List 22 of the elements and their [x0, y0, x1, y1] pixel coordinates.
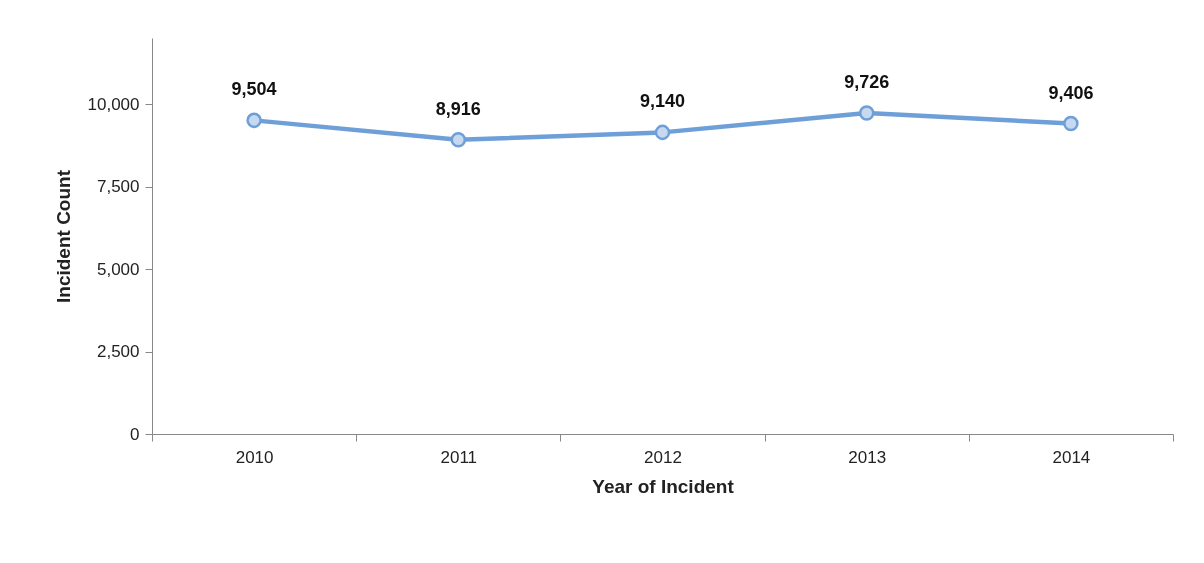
data-label: 9,726 [844, 72, 890, 93]
x-tick-label: 2014 [1052, 447, 1091, 467]
point [450, 132, 467, 148]
x-tick-label: 2012 [644, 447, 682, 467]
data-label: 9,140 [639, 91, 686, 112]
y-tick-label: 7,500 [96, 177, 140, 196]
x-tick-label: 2011 [440, 447, 478, 467]
point [654, 124, 671, 141]
point [1063, 115, 1079, 132]
y-axis-title: Incident Count [52, 169, 74, 303]
y-tick-label: 10,000 [87, 94, 140, 114]
x-tick-label: 2013 [848, 447, 887, 467]
data-label: 9,406 [1048, 82, 1094, 103]
y-tick-label: 2,500 [96, 342, 140, 361]
point [246, 112, 262, 129]
data-label: 9,504 [231, 79, 277, 100]
x-tick-label: 2010 [235, 447, 274, 467]
point [858, 105, 875, 121]
x-axis-title: Year of Incident [592, 475, 735, 497]
y-tick-label: 0 [130, 424, 140, 444]
y-tick-label: 5,000 [96, 259, 140, 279]
data-label: 8,916 [435, 98, 481, 119]
